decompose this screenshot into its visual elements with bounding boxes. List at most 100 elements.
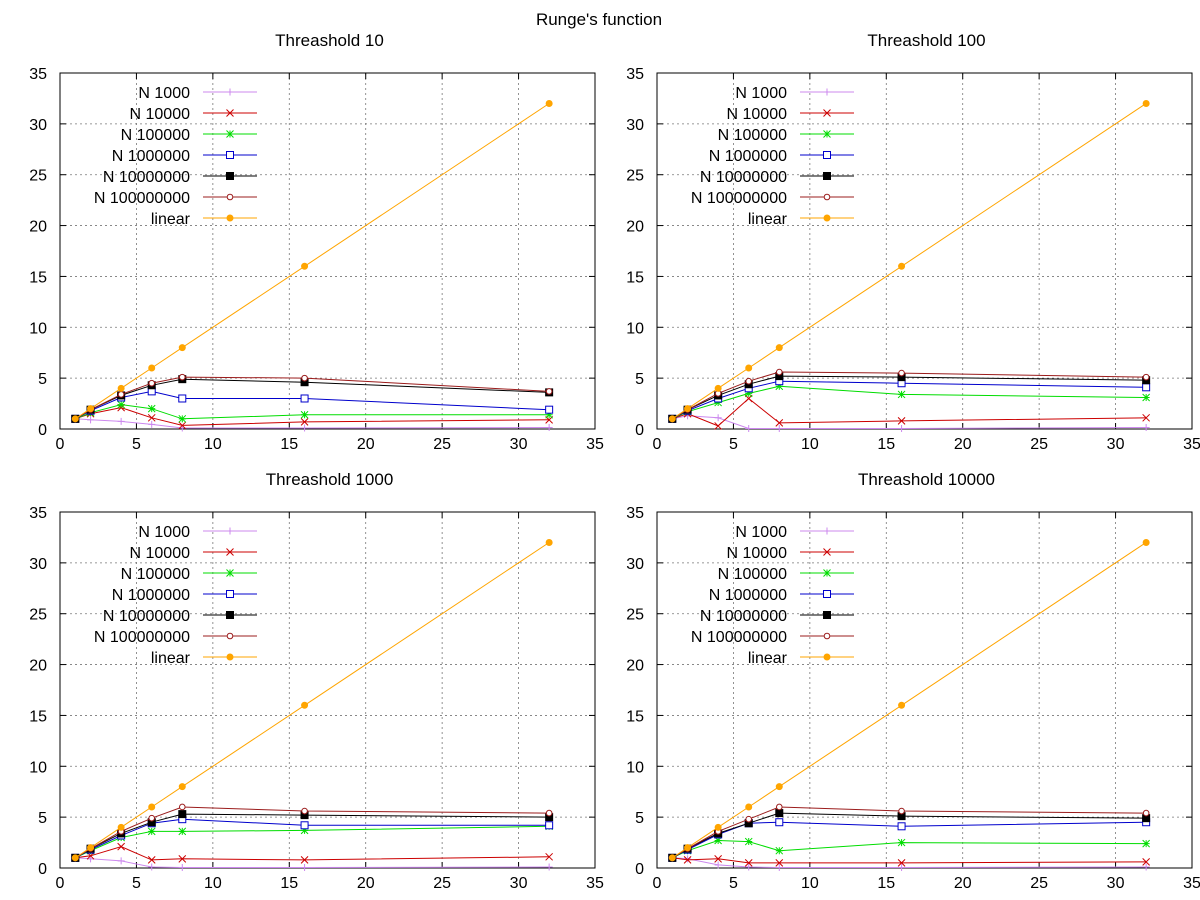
data-point — [117, 823, 125, 831]
data-point — [545, 852, 553, 861]
legend-label: N 10000 — [727, 545, 788, 562]
series-linear — [71, 100, 553, 423]
data-point — [775, 424, 783, 432]
legend-marker — [823, 193, 831, 201]
x-tick-label: 30 — [510, 875, 528, 892]
legend-label: N 100000 — [121, 566, 190, 583]
legend-marker — [226, 193, 234, 201]
data-point — [117, 384, 125, 392]
legend-marker — [226, 527, 234, 535]
data-point — [897, 417, 906, 425]
legend-label: linear — [151, 650, 191, 667]
series-n-100000000 — [668, 803, 1150, 862]
data-point — [714, 836, 722, 845]
x-tick-label: 10 — [204, 875, 222, 892]
legend-entry: N 10000000 — [103, 169, 257, 186]
legend-entry: N 100000 — [718, 127, 854, 144]
series-line — [75, 818, 550, 859]
data-point — [300, 856, 309, 864]
data-point — [898, 262, 906, 270]
legend-marker — [226, 548, 234, 556]
legend-marker — [823, 590, 831, 598]
y-tick-label: 15 — [29, 708, 47, 725]
data-point — [178, 414, 187, 423]
x-tick-label: 30 — [510, 436, 528, 453]
x-tick-label: 20 — [954, 436, 972, 453]
series-n-1000000 — [71, 815, 554, 862]
y-tick-label: 30 — [29, 117, 47, 134]
series-line — [672, 821, 1147, 859]
legend-label: N 10000000 — [700, 169, 787, 186]
data-point — [148, 803, 156, 811]
legend-marker — [823, 130, 831, 138]
x-tick-label: 35 — [586, 436, 604, 453]
data-point — [300, 410, 309, 419]
y-tick-label: 20 — [626, 219, 644, 236]
data-point — [1142, 373, 1150, 381]
legend-entry: linear — [151, 650, 257, 667]
legend-marker — [823, 569, 831, 577]
legend-entry: N 10000000 — [103, 608, 257, 625]
legend-marker — [823, 109, 831, 117]
series-n-100000 — [668, 382, 1150, 423]
data-point — [745, 364, 753, 372]
x-tick-label: 20 — [357, 875, 375, 892]
data-point — [148, 420, 156, 428]
data-point — [668, 854, 676, 862]
legend-marker — [823, 172, 831, 180]
legend-entry: N 100000000 — [94, 190, 257, 207]
legend-marker — [823, 527, 831, 535]
data-point — [1142, 863, 1150, 871]
y-tick-label: 30 — [626, 556, 644, 573]
data-point — [744, 837, 753, 846]
y-tick-label: 35 — [626, 505, 644, 522]
data-point — [775, 859, 784, 867]
data-point — [147, 404, 156, 413]
legend-entry: linear — [151, 211, 257, 228]
data-point — [683, 856, 692, 864]
data-point — [775, 344, 783, 352]
legend-marker — [823, 653, 831, 661]
y-tick-label: 10 — [29, 320, 47, 337]
data-point — [545, 423, 553, 431]
legend-entry: N 100000000 — [94, 629, 257, 646]
data-point — [545, 410, 553, 419]
y-tick-label: 25 — [626, 168, 644, 185]
legend-entry: N 1000 — [735, 85, 854, 102]
data-point — [668, 415, 676, 423]
legend-label: N 1000000 — [709, 148, 787, 165]
legend-entry: N 1000000 — [709, 587, 854, 604]
data-point — [775, 863, 783, 871]
data-point — [87, 855, 95, 863]
legend-entry: N 1000 — [138, 524, 257, 541]
chart-panel-2: 0 5 10 15 20 25 30 35 0 5 10 15 20 25 30 35 Threashold 1… — [626, 31, 1200, 453]
data-point — [714, 384, 722, 392]
series-line — [672, 375, 1147, 420]
legend-entry: N 1000 — [138, 85, 257, 102]
data-point — [1142, 413, 1150, 422]
legend-label: N 100000 — [718, 127, 787, 144]
x-tick-label: 15 — [280, 436, 298, 453]
legend-marker — [226, 653, 234, 661]
y-tick-label: 15 — [626, 708, 644, 725]
data-point — [714, 823, 722, 831]
data-point — [714, 861, 722, 869]
data-point — [775, 803, 783, 811]
legend-label: N 100000000 — [94, 629, 190, 646]
x-tick-label: 15 — [877, 875, 895, 892]
legend-label: N 100000000 — [691, 629, 787, 646]
legend-label: N 100000 — [121, 127, 190, 144]
legend-marker — [226, 611, 234, 619]
data-point — [117, 417, 125, 425]
legend-label: linear — [151, 211, 191, 228]
data-point — [775, 809, 784, 818]
legend-label: N 10000000 — [103, 169, 190, 186]
series-linear — [668, 100, 1150, 423]
data-point — [1142, 383, 1151, 392]
data-point — [897, 390, 906, 399]
legend-marker — [226, 569, 234, 577]
x-tick-label: 10 — [801, 436, 819, 453]
legend-label: N 10000 — [130, 106, 191, 123]
data-point — [117, 857, 125, 865]
legend-label: N 100000000 — [94, 190, 190, 207]
